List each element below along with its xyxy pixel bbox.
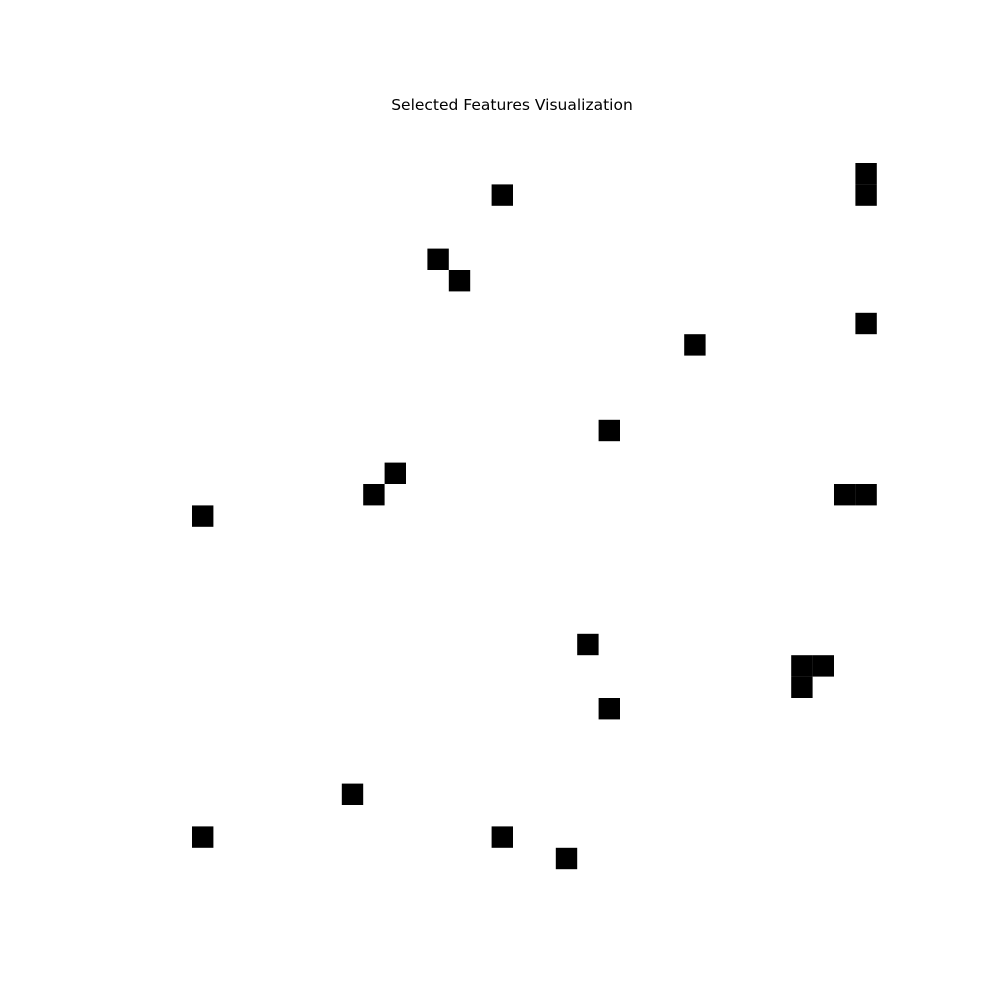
heatmap-cell-selected	[491, 184, 513, 206]
chart-title: Selected Features Visualization	[391, 96, 633, 114]
heatmap-cell-selected	[448, 270, 471, 292]
heatmap-cell-selected	[812, 655, 834, 677]
heatmap-cell-selected	[577, 633, 599, 656]
heatmap-cell-selected	[791, 676, 813, 698]
heatmap-cell-selected	[598, 698, 620, 720]
heatmap-cell-selected	[855, 312, 877, 335]
heatmap-cell-selected	[555, 847, 578, 870]
heatmap-cell-selected	[192, 505, 214, 527]
heatmap-cell-selected	[427, 248, 449, 270]
heatmap-cells	[192, 163, 877, 870]
heatmap-cell-selected	[341, 783, 364, 805]
heatmap-cell-selected	[834, 484, 856, 506]
heatmap-cell-selected	[855, 484, 877, 506]
heatmap-cell-selected	[855, 163, 877, 185]
heatmap-cell-selected	[598, 419, 620, 442]
heatmap-cell-selected	[855, 184, 877, 206]
heatmap-cell-selected	[491, 826, 513, 848]
heatmap-cell-selected	[363, 484, 385, 506]
heatmap-cell-selected	[192, 826, 214, 848]
heatmap-cell-selected	[791, 655, 813, 677]
heatmap-cell-selected	[384, 462, 406, 484]
heatmap-cell-selected	[684, 334, 706, 356]
